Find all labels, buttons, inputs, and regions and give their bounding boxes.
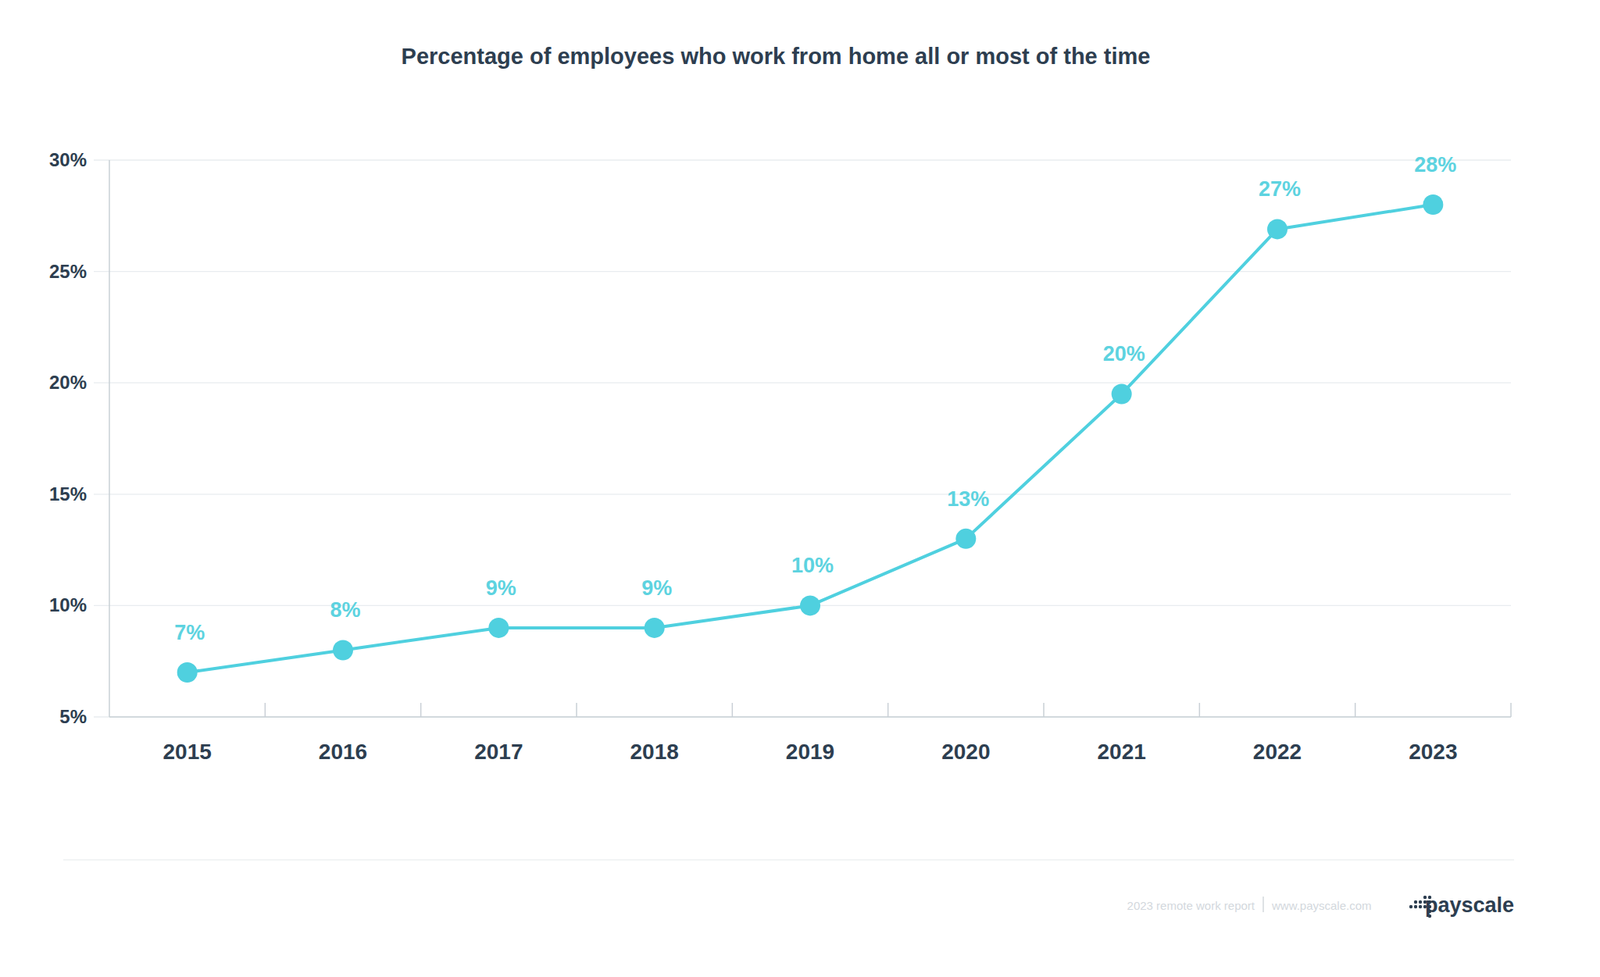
point bbox=[488, 617, 509, 639]
x-band-separator bbox=[1510, 703, 1512, 718]
point bbox=[177, 662, 198, 683]
grid-line bbox=[93, 382, 1511, 384]
y-tick-label: 10% bbox=[49, 594, 87, 616]
grid-line bbox=[93, 159, 1511, 161]
y-tick-label: 5% bbox=[59, 706, 87, 728]
y-axis bbox=[108, 160, 111, 718]
x-tick-label: 2016 bbox=[318, 739, 368, 765]
x-tick-label: 2015 bbox=[163, 739, 212, 765]
x-tick-label: 2022 bbox=[1253, 739, 1302, 765]
x-tick-label: 2020 bbox=[941, 739, 990, 765]
data-label: 10% bbox=[791, 553, 834, 578]
y-tick-label: 25% bbox=[49, 260, 87, 283]
data-label: 7% bbox=[174, 621, 205, 645]
title: Percentage of employees who work from ho… bbox=[401, 43, 1151, 69]
logo-text: payscale bbox=[1425, 893, 1515, 918]
x-band-separator bbox=[575, 703, 578, 718]
data-label: 28% bbox=[1414, 153, 1457, 177]
x-tick-label: 2023 bbox=[1408, 739, 1458, 765]
point bbox=[644, 617, 665, 639]
grid bbox=[93, 160, 1511, 718]
grid-line bbox=[93, 493, 1511, 495]
point bbox=[800, 595, 821, 616]
series bbox=[177, 194, 1444, 683]
data-label: 9% bbox=[485, 576, 517, 600]
footer-divider bbox=[63, 859, 1515, 861]
chart: Percentage of employees who work from ho… bbox=[0, 0, 1600, 977]
footer-source: 2023 remote work report bbox=[1127, 899, 1256, 913]
data-label: 13% bbox=[946, 487, 990, 511]
y-tick-label: 30% bbox=[49, 149, 87, 171]
data-label: 9% bbox=[641, 576, 672, 600]
point bbox=[1422, 194, 1443, 215]
data-label: 8% bbox=[329, 598, 361, 622]
x-band-separator bbox=[1042, 703, 1045, 718]
x-band-separator bbox=[732, 703, 734, 718]
x-band-separator bbox=[887, 703, 890, 718]
point bbox=[332, 639, 354, 661]
line bbox=[187, 204, 1434, 673]
data-label: 27% bbox=[1258, 177, 1301, 201]
footer-separator bbox=[1262, 896, 1265, 913]
x-tick-label: 2021 bbox=[1097, 739, 1147, 765]
point bbox=[1267, 218, 1288, 240]
footer-website: www.payscale.com bbox=[1271, 899, 1372, 913]
grid-line bbox=[93, 271, 1511, 272]
point bbox=[955, 528, 976, 550]
x-band-separator bbox=[264, 703, 267, 718]
point bbox=[1111, 383, 1133, 404]
x-axis bbox=[109, 716, 1511, 718]
x-tick-label: 2019 bbox=[785, 739, 835, 765]
x-band-separator bbox=[1354, 703, 1357, 718]
grid-line bbox=[93, 716, 1511, 718]
x-band-separator bbox=[420, 703, 422, 718]
x-band-separator bbox=[1199, 703, 1201, 718]
y-tick-label: 15% bbox=[49, 483, 87, 505]
y-tick-label: 20% bbox=[49, 371, 87, 393]
data-label: 20% bbox=[1103, 342, 1146, 366]
x-tick-label: 2017 bbox=[474, 739, 523, 765]
x-tick-label: 2018 bbox=[630, 739, 679, 765]
